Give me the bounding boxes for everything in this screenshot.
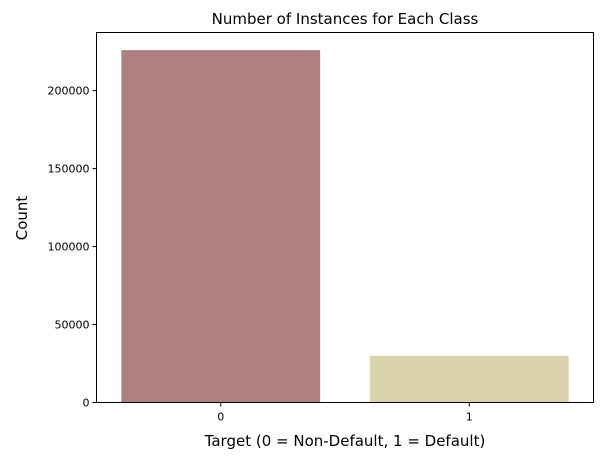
y-axis-ticks: 0 50000 100000 150000 200000: [48, 85, 97, 410]
chart-title: Number of Instances for Each Class: [212, 10, 479, 28]
y-tick-label: 150000: [48, 163, 90, 176]
bars-group: [121, 50, 569, 403]
x-axis-label: Target (0 = Non-Default, 1 = Default): [204, 432, 486, 450]
x-tick-label: 1: [466, 411, 473, 424]
x-tick-label: 0: [217, 411, 224, 424]
y-tick-label: 50000: [55, 319, 90, 332]
bar-1: [369, 355, 569, 403]
bar-0: [121, 50, 321, 403]
plot-frame: [96, 32, 594, 403]
y-axis-label: Count: [13, 196, 31, 241]
y-tick-label: 200000: [48, 85, 90, 98]
y-tick-label: 100000: [48, 241, 90, 254]
y-tick-label: 0: [83, 397, 90, 410]
